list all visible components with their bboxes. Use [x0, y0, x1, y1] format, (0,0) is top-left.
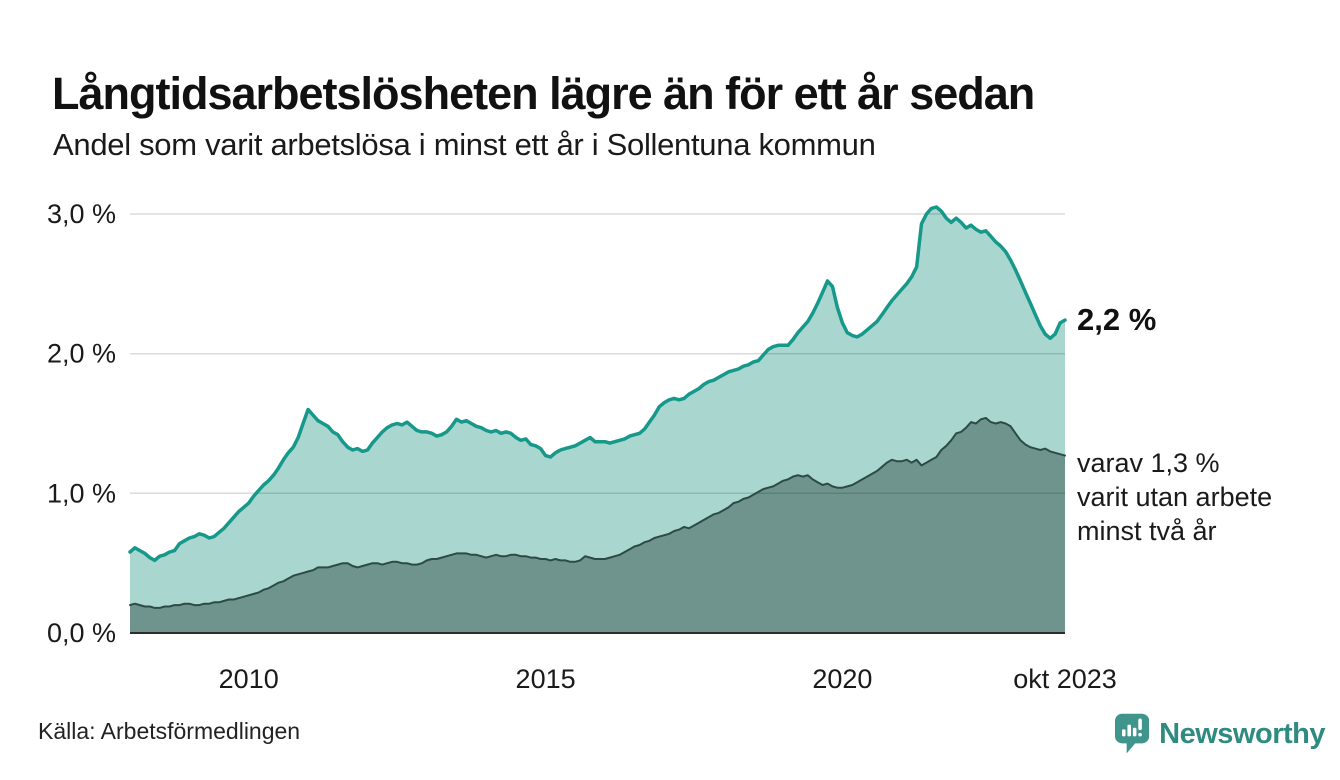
dark-series-annotation-line1: varav 1,3 % [1077, 448, 1220, 478]
series-area-1 [130, 417, 1065, 633]
source-note: Källa: Arbetsförmedlingen [38, 718, 301, 744]
dark-series-annotation-line2: varit utan arbete [1077, 482, 1273, 512]
y-tick-label-1: 1,0 % [47, 478, 116, 508]
x-tick-label-2020: 2020 [812, 664, 872, 694]
y-tick-label-2: 2,0 % [47, 339, 116, 369]
x-tick-label-2015: 2015 [516, 664, 576, 694]
x-tick-label-okt-2023: okt 2023 [1013, 664, 1117, 694]
latest-value-label: 2,2 % [1077, 302, 1157, 337]
newsworthy-logo-text: Newsworthy [1159, 717, 1325, 750]
page-title: Långtidsarbetslösheten lägre än för ett … [52, 68, 1035, 120]
series-line-1 [129, 416, 1066, 609]
x-tick-label-2010: 2010 [219, 664, 279, 694]
dark-series-annotation-line3: minst två år [1077, 516, 1217, 546]
newsworthy-logo: Newsworthy [1115, 708, 1325, 760]
dark-series-annotation: varav 1,3 % varit utan arbete minst två … [1077, 446, 1272, 548]
series-line-0 [128, 205, 1067, 563]
y-tick-label-0: 0,0 % [47, 618, 116, 648]
y-tick-label-3: 3,0 % [47, 199, 116, 229]
page-subtitle: Andel som varit arbetslösa i minst ett å… [53, 127, 876, 162]
newsworthy-bubble-chart-icon [1115, 713, 1150, 754]
